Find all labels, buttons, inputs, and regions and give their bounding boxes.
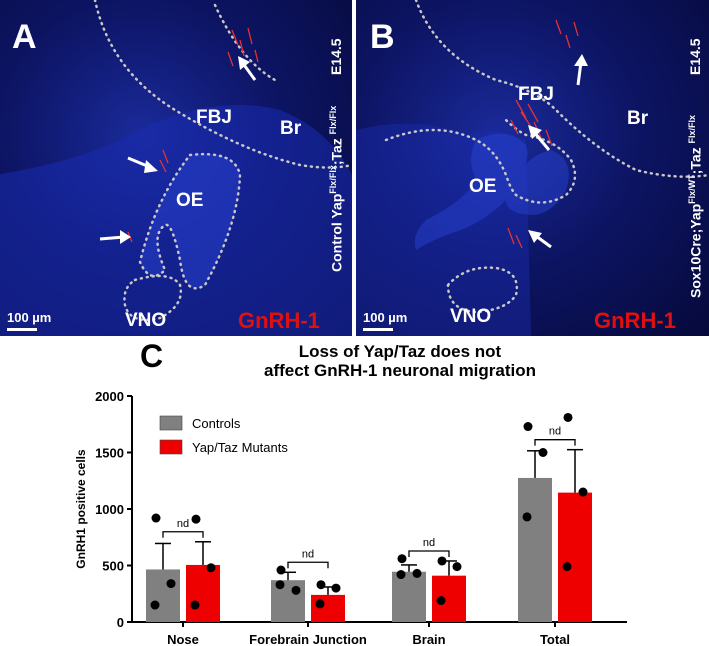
x-tick-label: Total (540, 632, 570, 646)
scale-label: 100 µm (7, 310, 52, 325)
data-point (397, 554, 407, 564)
panel-a-tissue-outlines (0, 0, 352, 336)
significance-label: nd (423, 537, 435, 549)
scale-bar (363, 328, 393, 331)
data-point (291, 585, 301, 595)
data-point (276, 565, 286, 575)
chart-title-line-1: Loss of Yap/Taz does not (298, 342, 502, 361)
stain-label: GnRH-1 (594, 308, 676, 333)
data-point (562, 562, 572, 572)
oe-label: OE (176, 190, 204, 211)
x-tick-label: Forebrain Junction (249, 632, 367, 646)
data-point (151, 513, 161, 523)
legend-swatch (159, 439, 183, 455)
data-point (412, 568, 422, 578)
brain-label: Br (627, 108, 649, 129)
legend-swatch (159, 415, 183, 431)
legend-label: Yap/Taz Mutants (192, 440, 288, 455)
oe-label: OE (469, 176, 497, 197)
data-point (206, 563, 216, 573)
bar (392, 571, 426, 622)
fbj-label: FBJ (196, 107, 232, 128)
data-point (331, 583, 341, 593)
data-point (523, 422, 533, 432)
significance-bracket (162, 531, 204, 538)
significance-bracket (408, 550, 450, 557)
data-point (578, 487, 588, 497)
data-point (150, 600, 160, 610)
data-point (452, 562, 462, 572)
y-tick-label: 500 (102, 559, 124, 574)
bar (186, 564, 220, 622)
y-tick-label: 0 (117, 615, 124, 630)
bar (518, 477, 552, 622)
vno-label: VNO (125, 310, 167, 331)
scale-bar (7, 328, 37, 331)
significance-label: nd (177, 518, 189, 530)
scale-label: 100 µm (363, 310, 408, 325)
significance-label: nd (302, 548, 314, 560)
data-point (316, 580, 326, 590)
panel-letter: B (370, 18, 395, 56)
significance-label: nd (549, 426, 561, 438)
data-point (436, 596, 446, 606)
significance-bracket (287, 561, 329, 569)
significance-bracket (534, 439, 576, 446)
y-axis-label: GnRH1 positive cells (74, 449, 88, 569)
panel-b-tissue-outlines (356, 0, 709, 336)
arrow-icon (528, 54, 588, 249)
data-point (190, 600, 200, 610)
stain-label: GnRH-1 (238, 308, 320, 333)
data-point (191, 514, 201, 524)
micrograph-panel-a: A FBJ Br OE VNO GnRH-1 100 µm Control Ya… (0, 0, 352, 336)
bar (311, 594, 345, 622)
data-point (538, 448, 548, 457)
x-tick-label: Brain (412, 632, 445, 646)
data-point (275, 580, 285, 590)
bar (146, 569, 180, 622)
vno-label: VNO (450, 306, 492, 327)
fbj-label: FBJ (518, 84, 554, 105)
bar (558, 492, 592, 622)
y-tick-label: 2000 (95, 389, 124, 404)
data-point (563, 412, 573, 422)
data-point (396, 570, 406, 580)
chart-title-line-2: affect GnRH-1 neuronal migration (263, 361, 537, 380)
y-tick-label: 1000 (95, 502, 124, 517)
x-tick-label: Nose (167, 632, 199, 646)
panel-letter: C (140, 338, 164, 374)
y-tick-label: 1500 (95, 446, 124, 461)
data-point (522, 512, 532, 522)
brain-label: Br (280, 118, 302, 139)
micrograph-panel-b: B FBJ Br OE VNO GnRH-1 100 µm Sox10Cre;Y… (356, 0, 709, 336)
data-point (315, 599, 325, 609)
arrow-icon (99, 56, 257, 244)
data-point (166, 579, 176, 589)
data-point (437, 556, 447, 566)
chart-title: Loss of Yap/Taz does not affect GnRH-1 n… (200, 342, 600, 380)
panel-letter: A (12, 18, 37, 56)
legend-label: Controls (192, 416, 241, 431)
